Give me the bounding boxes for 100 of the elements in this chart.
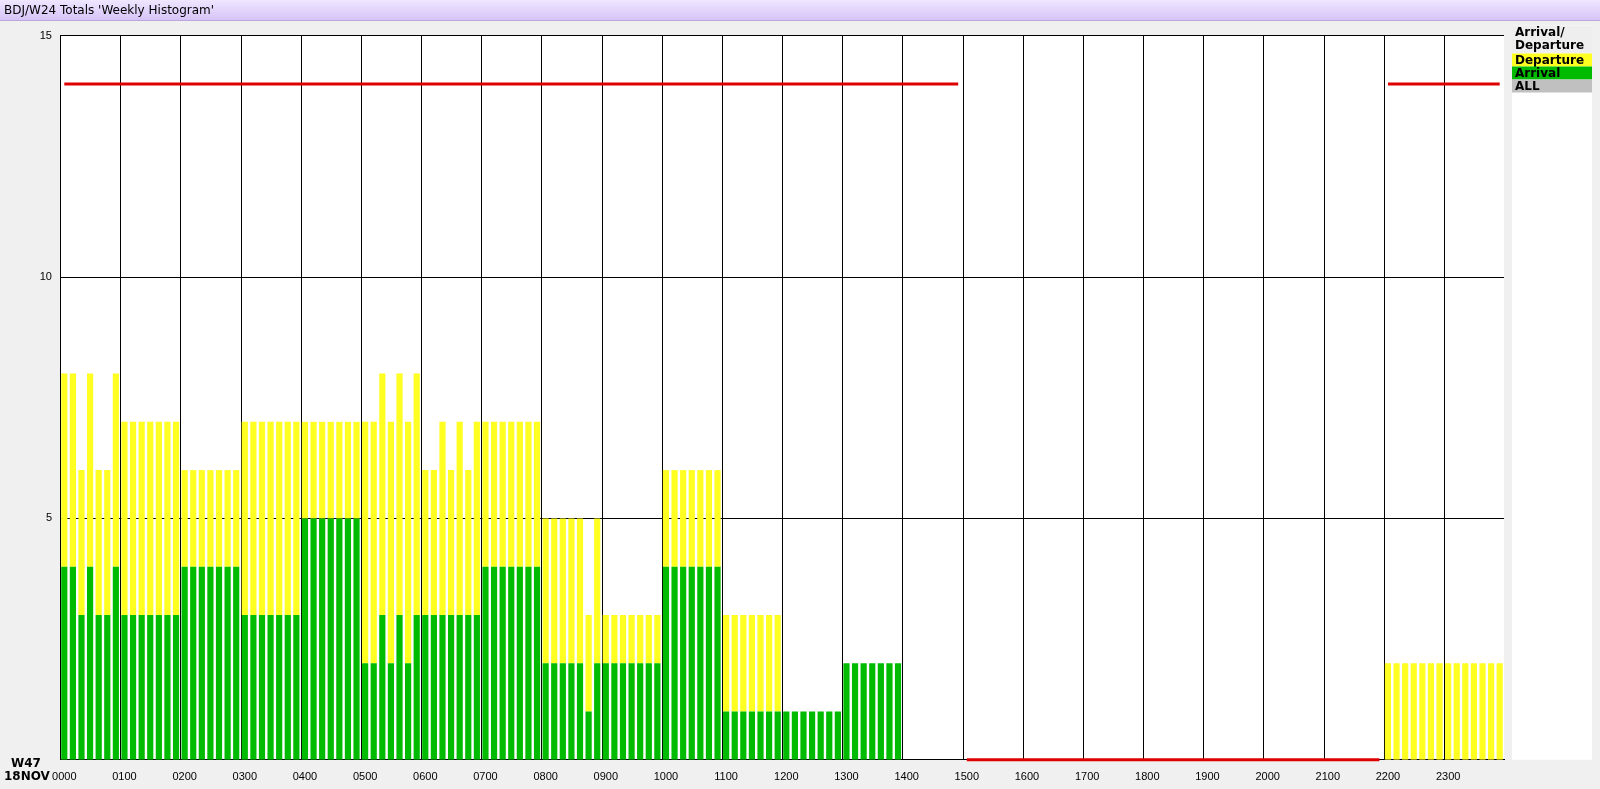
bar <box>551 663 558 760</box>
bar <box>1453 663 1460 760</box>
bar <box>860 663 867 760</box>
bar <box>224 470 231 567</box>
y-tick-label: 5 <box>45 511 52 524</box>
bar <box>654 663 661 760</box>
bar <box>473 614 480 760</box>
bar <box>774 614 781 712</box>
bar <box>568 518 575 664</box>
bar <box>1470 663 1478 760</box>
bar <box>61 373 68 567</box>
bar <box>207 566 214 760</box>
bar <box>473 421 480 615</box>
bar <box>405 663 412 760</box>
bar <box>490 566 498 760</box>
bar <box>894 663 902 760</box>
text: W47 18NOV <box>4 756 50 783</box>
bar <box>301 518 309 760</box>
bar <box>344 518 352 760</box>
bar <box>525 421 532 567</box>
bar <box>1384 663 1392 760</box>
x-tick-label: 0300 <box>232 770 258 783</box>
bar <box>430 470 437 615</box>
bar <box>284 614 291 760</box>
bar <box>766 614 773 712</box>
bar <box>276 614 283 760</box>
bar <box>1479 663 1486 760</box>
bar <box>886 663 893 760</box>
bar <box>1496 663 1503 760</box>
bar <box>86 373 94 567</box>
bar <box>680 566 687 760</box>
bar <box>611 663 618 760</box>
bar <box>190 566 197 760</box>
bar <box>757 614 764 712</box>
bar <box>224 566 231 760</box>
x-tick-label: 2300 <box>1435 770 1461 783</box>
bar <box>284 421 291 615</box>
x-tick-label: 1100 <box>714 770 738 783</box>
bar <box>637 614 644 664</box>
bar <box>869 663 876 760</box>
bar <box>723 711 730 760</box>
bar <box>310 518 317 760</box>
bar <box>293 421 300 615</box>
bar <box>69 566 76 760</box>
bar <box>808 711 816 760</box>
x-tick-label: 1500 <box>954 770 980 783</box>
bar <box>112 566 119 760</box>
bar <box>482 421 489 567</box>
legend-title: Arrival/ Departure <box>1515 24 1585 52</box>
bar <box>594 663 601 760</box>
bar <box>353 421 360 519</box>
bar <box>757 711 764 760</box>
bar <box>362 421 369 664</box>
bar <box>525 566 532 760</box>
bar <box>731 711 738 760</box>
bar <box>387 421 395 664</box>
bar <box>241 614 248 760</box>
bar <box>362 663 369 760</box>
bar <box>396 614 403 760</box>
bar <box>490 421 498 567</box>
x-tick-label: 2100 <box>1315 770 1341 783</box>
bar <box>147 421 154 615</box>
bar <box>104 470 111 615</box>
bar <box>310 421 317 519</box>
x-tick-label: 0000 <box>52 770 77 783</box>
bar <box>602 614 609 664</box>
bar <box>121 614 128 760</box>
bar <box>662 566 670 760</box>
bar <box>542 518 549 664</box>
bar <box>482 566 489 760</box>
bar <box>456 421 463 615</box>
bar <box>155 614 162 760</box>
bar <box>585 711 592 760</box>
bar <box>800 711 807 760</box>
bar <box>559 518 566 664</box>
bar <box>336 421 343 519</box>
bar <box>791 711 798 760</box>
y-tick-label: 15 <box>39 28 52 41</box>
bar <box>138 614 145 760</box>
bar <box>611 614 618 664</box>
x-tick-label: 0100 <box>112 770 137 783</box>
bar <box>645 614 652 664</box>
bar <box>680 470 687 567</box>
bar <box>301 421 309 519</box>
text: ALL <box>1515 78 1540 93</box>
bar <box>439 421 446 615</box>
bar <box>439 614 446 760</box>
bar <box>602 663 609 760</box>
bar <box>379 373 386 615</box>
bar <box>370 421 377 664</box>
x-tick-label: 1000 <box>653 770 679 783</box>
bar <box>774 711 781 760</box>
bar <box>671 470 678 567</box>
bar <box>327 518 334 760</box>
bar <box>422 614 429 760</box>
bar <box>465 614 472 760</box>
bar <box>61 566 68 760</box>
x-tick-label: 0800 <box>533 770 558 783</box>
bar <box>585 614 592 712</box>
bar <box>233 566 240 760</box>
